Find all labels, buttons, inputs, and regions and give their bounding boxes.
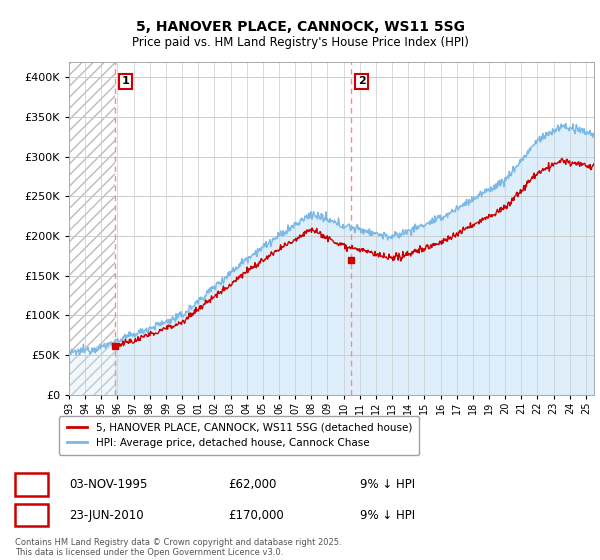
Legend: 5, HANOVER PLACE, CANNOCK, WS11 5SG (detached house), HPI: Average price, detach: 5, HANOVER PLACE, CANNOCK, WS11 5SG (det…: [59, 416, 419, 455]
Text: 23-JUN-2010: 23-JUN-2010: [69, 508, 143, 522]
Text: 9% ↓ HPI: 9% ↓ HPI: [360, 508, 415, 522]
Text: 9% ↓ HPI: 9% ↓ HPI: [360, 478, 415, 491]
Text: 2: 2: [27, 508, 36, 522]
Text: £62,000: £62,000: [228, 478, 277, 491]
Text: 03-NOV-1995: 03-NOV-1995: [69, 478, 148, 491]
Text: 2: 2: [358, 76, 365, 86]
Text: 1: 1: [121, 76, 129, 86]
Text: Price paid vs. HM Land Registry's House Price Index (HPI): Price paid vs. HM Land Registry's House …: [131, 36, 469, 49]
Text: 5, HANOVER PLACE, CANNOCK, WS11 5SG: 5, HANOVER PLACE, CANNOCK, WS11 5SG: [136, 20, 464, 34]
Text: 1: 1: [27, 478, 36, 491]
Bar: [69, 62, 115, 395]
Text: Contains HM Land Registry data © Crown copyright and database right 2025.
This d: Contains HM Land Registry data © Crown c…: [15, 538, 341, 557]
Text: £170,000: £170,000: [228, 508, 284, 522]
